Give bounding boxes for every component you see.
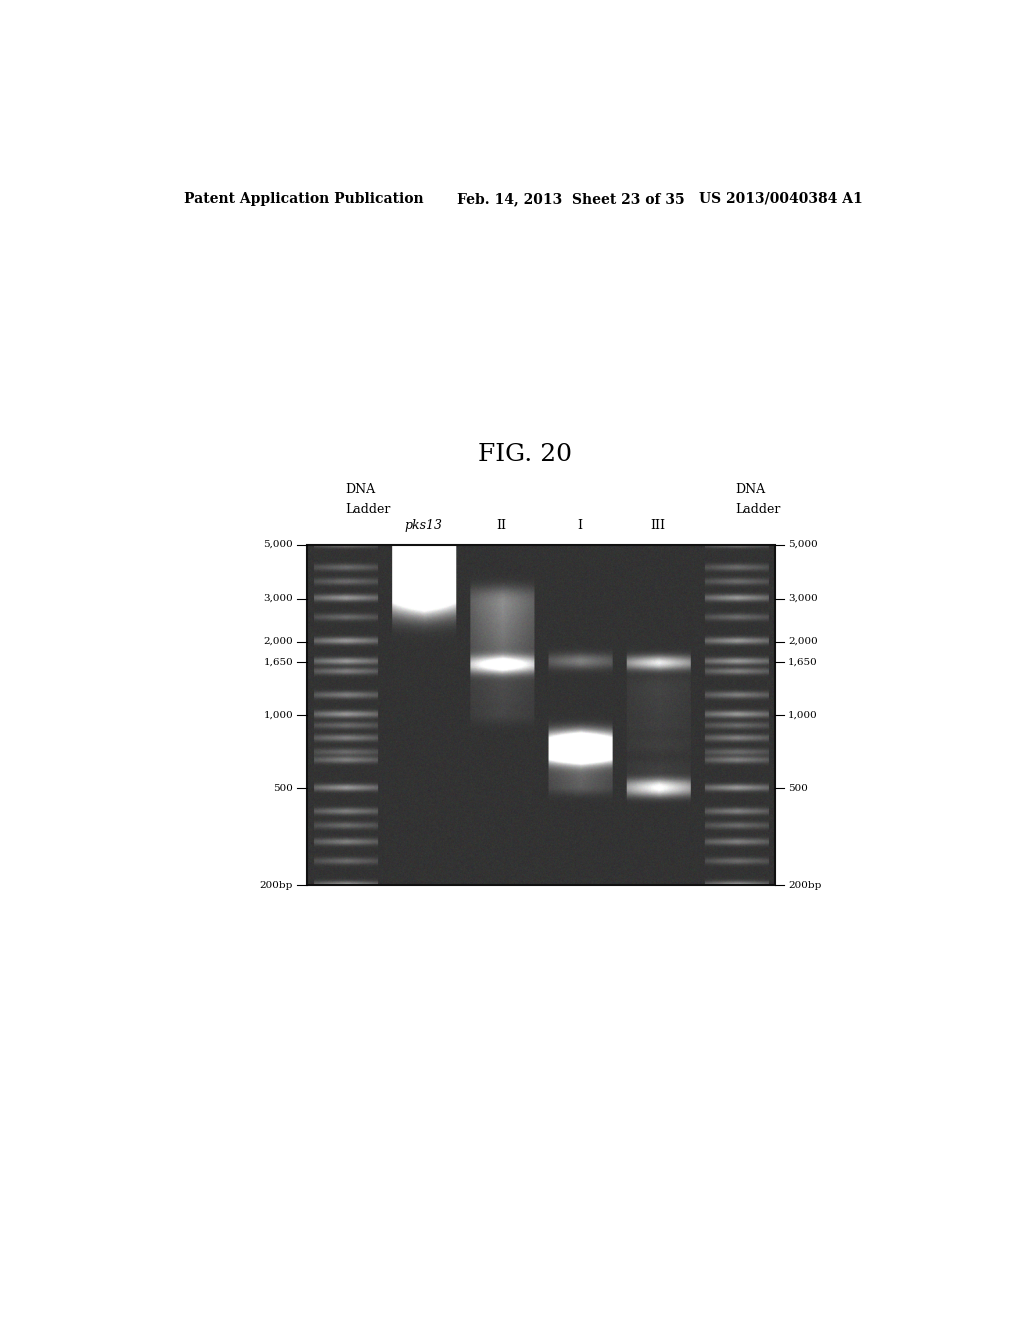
Text: 3,000: 3,000 bbox=[788, 594, 818, 603]
Text: 1,000: 1,000 bbox=[263, 710, 293, 719]
Text: Patent Application Publication: Patent Application Publication bbox=[183, 191, 423, 206]
Text: 200bp: 200bp bbox=[260, 880, 293, 890]
Text: Ladder: Ladder bbox=[345, 503, 391, 516]
Text: 1,650: 1,650 bbox=[263, 657, 293, 667]
Text: US 2013/0040384 A1: US 2013/0040384 A1 bbox=[699, 191, 863, 206]
Text: Feb. 14, 2013  Sheet 23 of 35: Feb. 14, 2013 Sheet 23 of 35 bbox=[458, 191, 685, 206]
Text: pks13: pks13 bbox=[404, 520, 442, 532]
Text: 500: 500 bbox=[788, 784, 808, 793]
Text: 500: 500 bbox=[273, 784, 293, 793]
Text: DNA: DNA bbox=[345, 483, 376, 496]
Text: 200bp: 200bp bbox=[788, 880, 821, 890]
Text: III: III bbox=[650, 520, 666, 532]
Text: 1,000: 1,000 bbox=[788, 710, 818, 719]
Text: DNA: DNA bbox=[736, 483, 766, 496]
Text: 5,000: 5,000 bbox=[263, 540, 293, 549]
Text: 1,650: 1,650 bbox=[788, 657, 818, 667]
Text: 2,000: 2,000 bbox=[788, 638, 818, 645]
Bar bbox=[306, 545, 775, 886]
Text: FIG. 20: FIG. 20 bbox=[478, 444, 571, 466]
Text: 3,000: 3,000 bbox=[263, 594, 293, 603]
Text: Ladder: Ladder bbox=[736, 503, 781, 516]
Text: II: II bbox=[497, 520, 507, 532]
Text: 2,000: 2,000 bbox=[263, 638, 293, 645]
Text: I: I bbox=[578, 520, 583, 532]
Text: 5,000: 5,000 bbox=[788, 540, 818, 549]
